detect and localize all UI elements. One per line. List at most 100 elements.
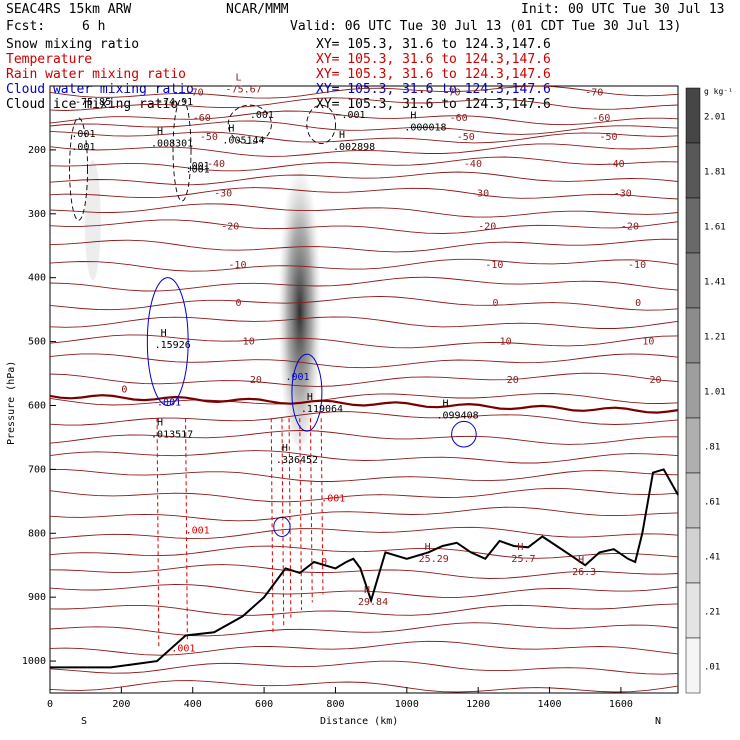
isotherm-label: -40: [207, 159, 225, 170]
colorbar-swatch: [685, 252, 701, 309]
isotherm-label: -70: [186, 87, 204, 98]
isotherm-line: [49, 487, 679, 503]
contour-value-label: .001: [186, 161, 210, 172]
field-name-4: Cloud ice mixing ratio: [6, 97, 178, 112]
colorbar-tick-label: 2.01: [704, 113, 726, 123]
y-tick-label: 800: [28, 528, 46, 539]
colorbar-tick-label: 1.61: [704, 223, 726, 233]
rain-label: .001: [186, 525, 210, 536]
high-value: .013517: [151, 429, 193, 440]
isotherm-label: -20: [221, 222, 239, 233]
cloud-ice-contours: .001 .001 .001 −.001: [69, 98, 366, 221]
isotherm-label: -10: [228, 260, 246, 271]
isotherm-line: [49, 187, 679, 200]
isotherm-line: [49, 258, 679, 272]
low-value: -75.67: [226, 84, 262, 95]
high-value: .008301: [151, 139, 193, 150]
high-marker: H: [282, 443, 288, 454]
colorbar-swatch: [685, 582, 701, 639]
high-value: .336452: [276, 455, 318, 466]
high-value: .119064: [301, 404, 343, 415]
cloud-ice-label: .001: [71, 129, 95, 140]
colorbar: 2.01 1.81 1.61 1.41 1.21 1.01 .81 .61 .41 .21 .01: [685, 87, 726, 694]
high-marker: H: [161, 328, 167, 339]
isotherm-line: [49, 120, 679, 135]
colorbar-swatch: [685, 417, 701, 474]
y-tick-label: 1000: [22, 656, 46, 667]
high-value: .002898: [333, 142, 375, 153]
isotherm-label: -30: [614, 188, 632, 199]
isotherm-line: [49, 353, 679, 369]
high-marker: H: [157, 127, 163, 138]
cloud-water-contour: [273, 516, 291, 537]
snow-shading: [84, 146, 322, 447]
colorbar-swatch: [685, 142, 701, 199]
isotherm-line: [49, 295, 679, 311]
cloud-ice-contour: [172, 98, 192, 202]
isotherm-line: [49, 238, 679, 253]
x-end-left: S: [81, 716, 87, 727]
colorbar-swatch: [685, 527, 701, 584]
init-time: Init: 00 UTC Tue 30 Jul 13: [521, 2, 725, 17]
isotherm-line: [49, 143, 679, 157]
colorbar-tick-label: 1.81: [704, 168, 726, 178]
cloud-water-label: .001: [286, 372, 310, 383]
field-name-0: Snow mixing ratio: [6, 37, 139, 52]
colorbar-swatch: [685, 197, 701, 254]
isotherm-line: [49, 203, 679, 218]
high-marker: H: [443, 398, 449, 409]
cloud-water-label: .001: [157, 397, 181, 408]
colorbar-tick-label: 1.41: [704, 278, 726, 288]
isotherm-label: -20: [621, 222, 639, 233]
x-tick-label: 800: [326, 699, 344, 710]
isotherm-label: -70: [443, 87, 461, 98]
rain-contour: [288, 418, 292, 618]
isotherm-label: 0: [236, 298, 242, 309]
isotherm-label: -10: [485, 260, 503, 271]
isotherm-line: [49, 372, 679, 387]
high-marker: H: [339, 130, 345, 141]
isotherm-label: 0: [492, 298, 498, 309]
colorbar-tick-label: .41: [704, 553, 720, 563]
cloud-water-contours: .001 .001: [146, 277, 477, 537]
rain-label: 0: [321, 557, 327, 568]
isotherm-line: [49, 430, 678, 445]
extrema-labels: H.008301H.005144H.002898H.000018H.15926H…: [71, 72, 596, 607]
isotherm-line: [49, 85, 679, 99]
field-name-3: Cloud water mixing ratio: [6, 82, 194, 97]
isotherm-line: [49, 171, 679, 186]
isotherm-line: [49, 393, 679, 406]
isotherm-line: [49, 564, 679, 579]
colorbar-tick-label: .61: [704, 498, 720, 508]
isotherm-label: 0: [635, 298, 641, 309]
x-end-right: N: [655, 716, 661, 727]
cloud-ice-contour: [306, 104, 337, 144]
y-tick-label: 300: [28, 209, 46, 220]
contour-value-label: -75.85: [75, 97, 111, 108]
isotherm-label: -70: [585, 87, 603, 98]
rain-contour: [309, 418, 313, 603]
cloud-ice-label: .001: [186, 164, 210, 175]
isotherm-label: -20: [478, 222, 496, 233]
isotherm-label: -40: [607, 159, 625, 170]
high-marker: H: [578, 555, 584, 566]
snow-patch: [84, 160, 101, 281]
isotherm-label: 20: [250, 375, 262, 386]
contour-value-label: .001: [71, 142, 95, 153]
cloud-water-contour: [291, 353, 323, 432]
valid-time: Valid: 06 UTC Tue 30 Jul 13 (01 CDT Tue …: [290, 19, 681, 34]
organization: NCAR/MMM: [226, 2, 289, 17]
snow-plume: [277, 146, 322, 447]
colorbar-swatch: [685, 307, 701, 364]
high-value: 29.84: [358, 597, 388, 608]
high-marker: H: [410, 111, 416, 122]
terrain-profile: [50, 468, 679, 669]
isotherm-line: [49, 660, 679, 675]
isotherm-line: [49, 640, 679, 656]
colorbar-tick-label: 1.01: [704, 388, 726, 398]
isotherm-line: [49, 156, 679, 172]
isotherm-label: -50: [457, 132, 475, 143]
temperature-contours: -70 -70 -70 -60 -60 -60 -50 -50 -50 -40 -40 -40 -30 -…: [49, 85, 679, 693]
x-tick-label: 200: [112, 699, 130, 710]
isotherm-label: -60: [592, 113, 610, 124]
